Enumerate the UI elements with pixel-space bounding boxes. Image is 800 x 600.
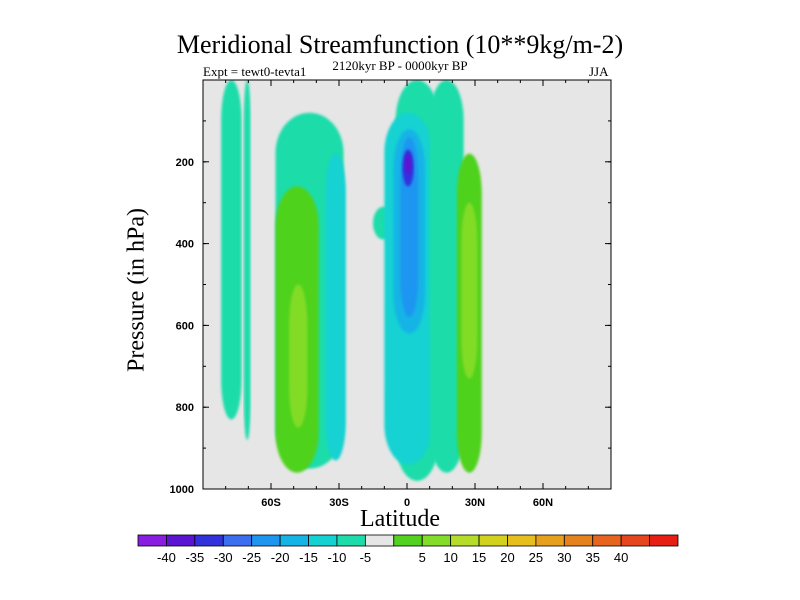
colorbar-label: -5 <box>360 550 372 565</box>
colorbar-label: 15 <box>472 550 486 565</box>
colorbar-label: -35 <box>185 550 204 565</box>
colorbar-swatch <box>563 534 594 547</box>
colorbar-label: -15 <box>299 550 318 565</box>
contour-teal-nh <box>429 80 464 473</box>
x-tick-label: 30S <box>329 497 349 509</box>
colorbar-swatch <box>194 534 224 547</box>
colorbar-swatch <box>620 534 650 547</box>
y-axis: 200 400 600 800 1000 <box>170 120 611 496</box>
colorbar-swatch <box>279 534 309 547</box>
colorbar-swatch <box>364 534 395 547</box>
colorbar-swatch <box>222 534 253 547</box>
colorbar-label: -20 <box>271 550 290 565</box>
colorbar-label: 20 <box>500 550 514 565</box>
x-axis-label: Latitude <box>360 506 440 532</box>
contour-teal-70s <box>221 80 242 420</box>
colorbar-swatch <box>507 534 537 547</box>
colorbar-swatch <box>166 534 196 547</box>
y-tick-label: 800 <box>176 402 194 414</box>
y-tick-label: 1000 <box>170 484 194 496</box>
colorbar-label: -10 <box>328 550 347 565</box>
y-tick-label: 400 <box>176 239 194 251</box>
colorbar-label: 35 <box>586 550 600 565</box>
experiment-label: Expt = tewt0-tevta1 <box>203 64 307 79</box>
colorbar: -40 -35 -30 -25 -20 -15 -10 -5 5 10 15 20 25 30 35 40 <box>137 534 679 565</box>
y-tick-label: 600 <box>176 320 194 332</box>
season-label: JJA <box>589 64 609 79</box>
colorbar-swatch <box>592 534 622 547</box>
colorbar-swatch <box>251 534 281 547</box>
colorbar-label: 5 <box>419 550 426 565</box>
x-tick-label: 60S <box>261 497 281 509</box>
contour-lgreen-sh <box>289 284 308 428</box>
colorbar-swatch <box>308 534 338 547</box>
contour-lgreen-nh <box>461 202 478 379</box>
colorbar-swatch <box>450 534 480 547</box>
colorbar-label: 10 <box>443 550 457 565</box>
y-tick-label: 200 <box>176 157 194 169</box>
colorbar-swatch <box>649 534 679 547</box>
contour-cyan-sh-core <box>325 153 346 461</box>
x-tick-label: 0 <box>404 497 410 509</box>
colorbar-label: 40 <box>614 550 628 565</box>
colorbar-swatch <box>393 534 423 547</box>
colorbar-swatch <box>535 534 565 547</box>
colorbar-swatch <box>421 534 452 547</box>
x-axis: 60S 30S 0 30N 60N <box>202 80 612 509</box>
colorbar-label: -40 <box>157 550 176 565</box>
colorbar-swatch <box>478 534 508 547</box>
colorbar-label: -30 <box>214 550 233 565</box>
contour-purple-eq <box>404 153 412 175</box>
colorbar-swatch <box>336 534 366 547</box>
x-tick-label: 60N <box>533 497 553 509</box>
colorbar-label: -25 <box>242 550 261 565</box>
colorbar-swatch <box>137 534 167 547</box>
contour-teal-68s <box>243 80 251 440</box>
contour-regions <box>221 80 482 481</box>
x-tick-label: 30N <box>465 497 485 509</box>
colorbar-label: 25 <box>529 550 543 565</box>
chart-title: Meridional Streamfunction (10**9kg/m-2) <box>176 30 624 59</box>
time-range-label: 2120kyr BP - 0000kyr BP <box>332 58 468 73</box>
colorbar-label: 30 <box>557 550 571 565</box>
